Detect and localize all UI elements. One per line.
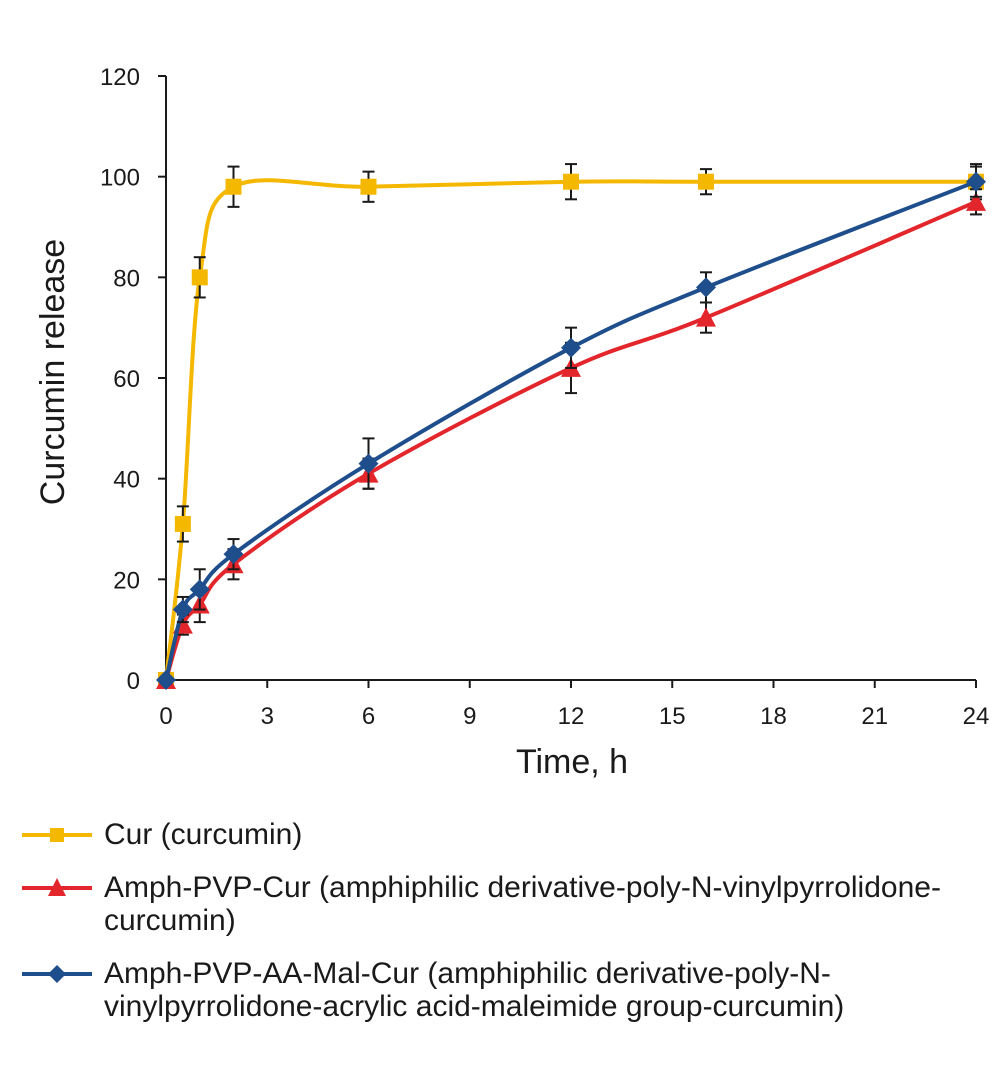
- series-amph-pvp-cur: [156, 188, 986, 689]
- series-cur: [158, 163, 984, 688]
- y-tick-label-100: 100: [100, 165, 140, 192]
- x-tick-label-9: 9: [463, 703, 476, 730]
- data-point-cur-3: [225, 178, 242, 195]
- axes: 0 3 6 9 12 15 18 21 24 0 20 40 60 80 100 120: [100, 64, 989, 730]
- data-point-amph-pvp-aa-mal-cur-3: [223, 544, 244, 565]
- x-tick-label-15: 15: [659, 703, 686, 730]
- y-tick-label-60: 60: [113, 366, 140, 393]
- legend-swatch-square-icon: [22, 828, 92, 842]
- legend-item-cur: Cur (curcumin): [22, 818, 992, 851]
- legend-item-amph-pvp-cur: Amph-PVP-Cur (amphiphilic derivative-pol…: [22, 871, 992, 937]
- legend: Cur (curcumin) Amph-PVP-Cur (amphiphilic…: [22, 818, 992, 1043]
- series-line-amph-pvp-cur: [164, 199, 977, 681]
- data-point-cur-5: [563, 173, 579, 190]
- data-point-cur-1: [174, 515, 191, 532]
- legend-label-amph-pvp-cur: Amph-PVP-Cur (amphiphilic derivative-pol…: [104, 871, 941, 937]
- x-tick-label-3: 3: [261, 703, 274, 730]
- legend-label-cur: Cur (curcumin): [104, 818, 303, 851]
- series-line-amph-pvp-aa-mal-cur: [164, 179, 977, 681]
- data-point-amph-pvp-aa-mal-cur-2: [189, 579, 210, 600]
- series-layer: [156, 163, 986, 690]
- data-point-amph-pvp-aa-mal-cur-6: [696, 277, 716, 298]
- legend-label-amph-pvp-aa-mal-cur: Amph-PVP-AA-Mal-Cur (amphiphilic derivat…: [104, 957, 845, 1023]
- data-point-cur-4: [360, 178, 377, 195]
- legend-swatch-diamond-icon: [22, 965, 92, 983]
- y-tick-label-120: 120: [100, 64, 140, 91]
- x-tick-label-0: 0: [159, 703, 172, 730]
- data-point-amph-pvp-aa-mal-cur-0: [156, 670, 176, 690]
- data-point-amph-pvp-aa-mal-cur-1: [172, 599, 193, 620]
- y-tick-label-80: 80: [113, 265, 140, 292]
- release-chart: 0 3 6 9 12 15 18 21 24 0 20 40 60 80 100 120 Time, h Cu…: [34, 64, 989, 781]
- legend-swatch-triangle-icon: [22, 878, 92, 896]
- x-tick-label-24: 24: [963, 703, 990, 730]
- y-tick-label-20: 20: [113, 567, 140, 594]
- x-axis-title: Time, h: [516, 743, 628, 781]
- legend-item-amph-pvp-aa-mal-cur: Amph-PVP-AA-Mal-Cur (amphiphilic derivat…: [22, 957, 992, 1023]
- x-tick-label-6: 6: [362, 703, 375, 730]
- data-point-amph-pvp-aa-mal-cur-7: [966, 171, 986, 192]
- data-point-amph-pvp-cur-6: [696, 307, 716, 327]
- series-amph-pvp-aa-mal-cur: [156, 165, 986, 690]
- y-tick-label-0: 0: [127, 668, 140, 695]
- x-tick-label-18: 18: [760, 703, 787, 730]
- data-point-cur-2: [191, 269, 208, 286]
- x-tick-label-21: 21: [861, 703, 888, 730]
- data-point-amph-pvp-aa-mal-cur-4: [358, 453, 379, 474]
- data-point-cur-6: [698, 173, 714, 190]
- data-point-amph-pvp-cur-7: [966, 191, 986, 211]
- x-tick-label-12: 12: [558, 703, 585, 730]
- y-axis-title: Curcumin release: [34, 239, 72, 505]
- data-point-amph-pvp-aa-mal-cur-5: [561, 337, 581, 358]
- y-tick-label-40: 40: [113, 467, 140, 494]
